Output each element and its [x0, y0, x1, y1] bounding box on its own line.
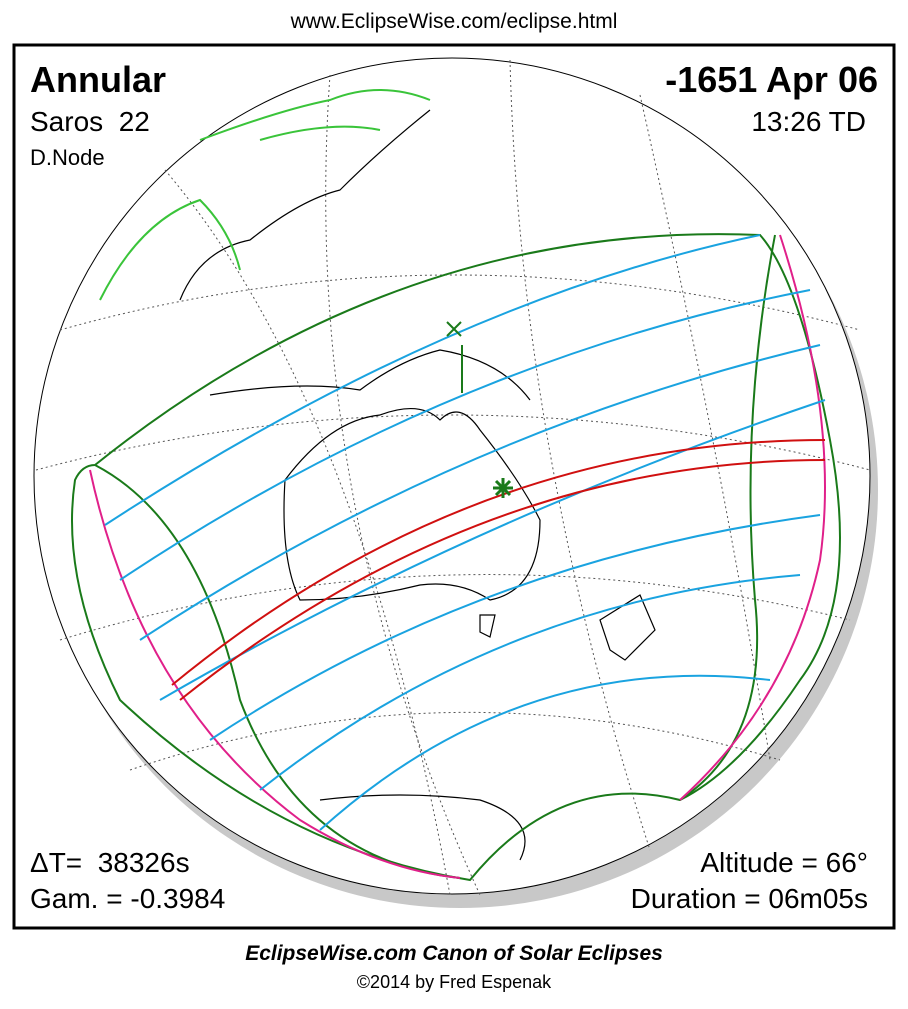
eclipse-type: Annular	[30, 59, 166, 100]
gamma: Gam. = -0.3984	[30, 883, 225, 914]
saros: Saros 22	[30, 106, 150, 137]
duration: Duration = 06m05s	[631, 883, 868, 914]
url: www.EclipseWise.com/eclipse.html	[290, 10, 618, 33]
footer-title: EclipseWise.com Canon of Solar Eclipses	[245, 942, 663, 965]
graticule	[35, 59, 871, 896]
land-outlines	[99, 89, 656, 861]
node: D.Node	[30, 145, 105, 170]
date: -1651 Apr 06	[665, 59, 878, 100]
eclipse-paths	[71, 233, 841, 882]
altitude: Altitude = 66°	[700, 847, 868, 878]
delta-t: ΔT= 38326s	[30, 847, 190, 878]
globe	[33, 57, 871, 895]
time: 13:26 TD	[751, 106, 866, 137]
footer-credit: ©2014 by Fred Espenak	[357, 972, 552, 992]
